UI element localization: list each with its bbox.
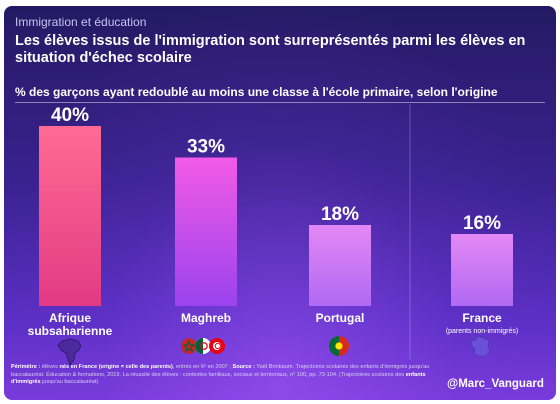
footnote-perimetre-a: élèves bbox=[40, 364, 60, 370]
subtitle-divider bbox=[15, 102, 545, 103]
author-handle: @Marc_Vanguard bbox=[447, 378, 544, 390]
footnote-perimetre-c: , entrés en 6ᵉ en 2007 ; bbox=[172, 364, 233, 370]
category-label-0: subsaharienne bbox=[28, 324, 113, 338]
africa-map-icon bbox=[57, 338, 82, 366]
chart-subtitle: % des garçons ayant redoublé au moins un… bbox=[15, 85, 498, 99]
value-label-2: 18% bbox=[321, 204, 359, 225]
bar-2 bbox=[309, 225, 371, 306]
value-label-0: 40% bbox=[51, 105, 89, 126]
maghreb-flags-icon bbox=[181, 338, 225, 354]
footnote: Périmètre : élèves nés en France (origin… bbox=[11, 364, 441, 387]
footnote-perimetre-label: Périmètre : bbox=[11, 364, 41, 370]
bar-0 bbox=[39, 126, 101, 306]
chart-card: Immigration et éducation Les élèves issu… bbox=[4, 6, 556, 400]
bar-3 bbox=[451, 234, 513, 306]
footnote-source-b: enfants d'immigrés bbox=[11, 371, 426, 386]
portugal-flag-icon bbox=[329, 336, 349, 356]
footnote-source-a: Yaël Brinbaum. Trajectoires scolaires de… bbox=[11, 364, 430, 378]
value-label-3: 16% bbox=[463, 213, 501, 234]
footnote-perimetre-b: nés en France (origine = celle des paren… bbox=[59, 364, 173, 370]
bar-1 bbox=[175, 157, 237, 306]
category-label-3: France bbox=[462, 311, 502, 325]
category-label-2: Portugal bbox=[316, 311, 365, 325]
chart-title: Les élèves issus de l'immigration sont s… bbox=[15, 33, 526, 66]
value-label-1: 33% bbox=[187, 137, 225, 158]
france-map-icon bbox=[470, 335, 491, 357]
footnote-source-label: Source : bbox=[232, 364, 255, 370]
category-label-0: Afrique bbox=[49, 311, 91, 325]
footnote-source-c: jusqu'au baccalauréat) bbox=[40, 379, 99, 386]
category-note-3: (parents non-immigrés) bbox=[446, 328, 518, 335]
chart-kicker: Immigration et éducation bbox=[15, 15, 147, 29]
category-label-1: Maghreb bbox=[181, 311, 231, 325]
